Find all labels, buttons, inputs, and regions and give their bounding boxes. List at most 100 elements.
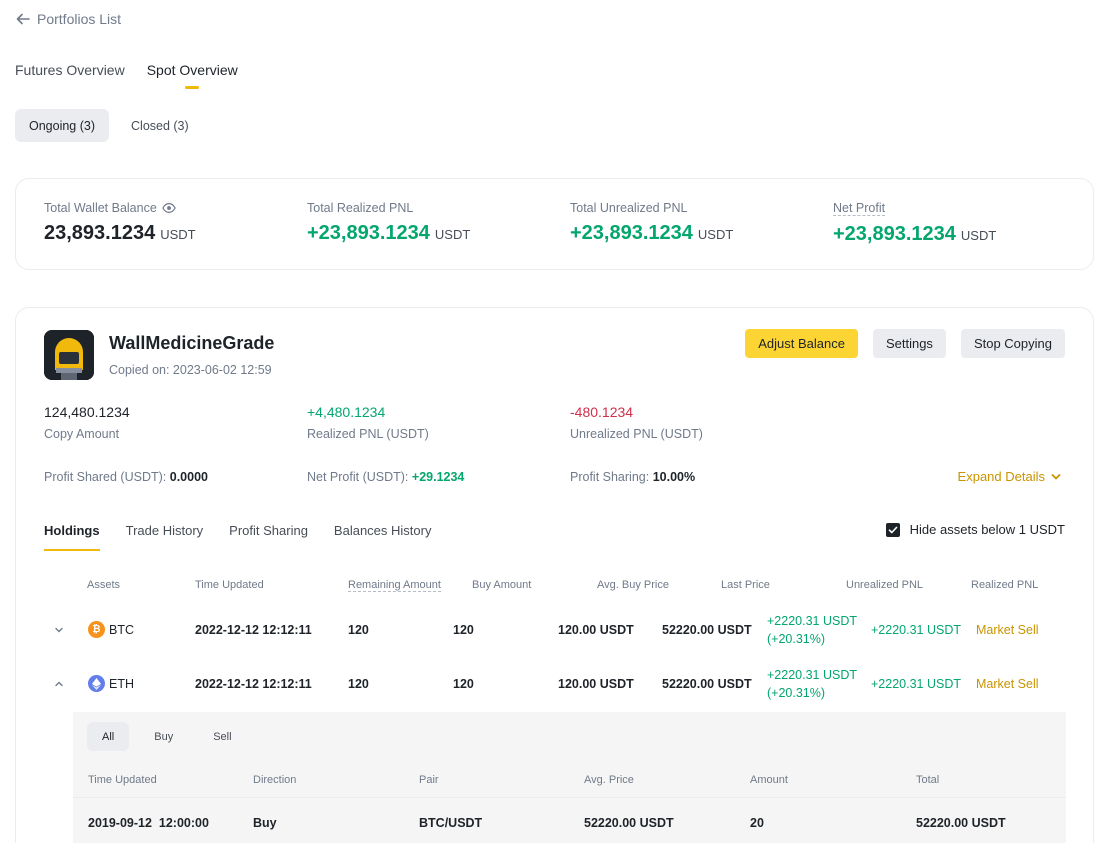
filter-buy[interactable]: Buy: [154, 730, 174, 743]
checkbox-checked[interactable]: [885, 522, 900, 537]
col-time-updated: Time Updated: [195, 579, 264, 591]
filter-sell[interactable]: Sell: [213, 730, 232, 743]
status-filter: Ongoing (3) Closed (3): [15, 109, 203, 142]
tab-spot-overview[interactable]: Spot Overview: [146, 62, 238, 78]
hide-small-assets-toggle[interactable]: Hide assets below 1 USDT: [885, 522, 1065, 537]
realized-pnl: +4,480.1234 Realized PNL (USDT): [307, 404, 429, 441]
adjust-balance-button[interactable]: Adjust Balance: [745, 329, 858, 358]
trade-amount: 20: [750, 816, 764, 830]
col-buy-amount: Buy Amount: [472, 579, 532, 591]
profit-sharing-value: 10.00%: [652, 470, 696, 484]
time-updated: 2022-12-12 12:12:11: [195, 677, 312, 691]
filter-ongoing[interactable]: Ongoing (3): [15, 109, 110, 142]
asset-name: BTC: [109, 623, 134, 637]
profit-sharing-label: Profit Sharing:: [570, 470, 650, 484]
trade-pair: BTC/USDT: [419, 816, 483, 830]
filter-closed[interactable]: Closed (3): [131, 118, 189, 133]
card-actions: Adjust Balance Settings Stop Copying: [745, 329, 1065, 358]
col-pair: Pair: [419, 774, 439, 786]
check-icon: [888, 526, 897, 533]
tab-holdings[interactable]: Holdings: [44, 523, 100, 551]
col-time-updated: Time Updated: [88, 774, 157, 786]
unrealized-pnl: +2220.31 USDT: [767, 614, 857, 628]
net-profit: Net Profit +23,893.1234 USDT: [833, 201, 996, 246]
remaining-amount: 120: [348, 677, 369, 691]
col-unrealized-pnl: Unrealized PNL: [846, 579, 924, 591]
unrealized-pnl-percent: (+20.31%): [767, 632, 826, 646]
chevron-down-icon: [1051, 473, 1061, 479]
col-remaining-amount[interactable]: Remaining Amount: [348, 579, 441, 592]
profit-shared-value: 0.0000: [169, 470, 208, 484]
divider: [73, 797, 1066, 798]
tab-profit-sharing[interactable]: Profit Sharing: [229, 523, 308, 538]
chevron-up-icon[interactable]: [54, 679, 64, 689]
back-label: Portfolios List: [37, 11, 122, 27]
net-profit-label[interactable]: Net Profit: [833, 201, 886, 216]
wallet-balance-value: 23,893.1234: [44, 222, 156, 244]
portfolio-card: WallMedicineGrade Copied on: 2023-06-02 …: [15, 307, 1094, 843]
net-profit-meta: Net Profit (USDT): +29.1234: [307, 470, 464, 484]
total-realized-unit: USDT: [434, 227, 471, 242]
net-profit-meta-value: +29.1234: [411, 470, 465, 484]
total-realized-value: +23,893.1234: [307, 222, 430, 244]
net-profit-unit: USDT: [960, 228, 997, 243]
col-avg-buy-price: Avg. Buy Price: [597, 579, 669, 591]
expand-details-label: Expand Details: [957, 469, 1045, 484]
col-total: Total: [916, 774, 940, 786]
net-profit-meta-label: Net Profit (USDT):: [307, 470, 409, 484]
total-realized-label: Total Realized PNL: [307, 201, 414, 215]
bitcoin-icon: ₿: [88, 621, 105, 638]
trade-avg-price: 52220.00 USDT: [584, 816, 674, 830]
filter-all[interactable]: All: [87, 722, 130, 751]
settings-button[interactable]: Settings: [872, 329, 946, 358]
copy-amount-label: Copy Amount: [44, 427, 120, 441]
wallet-balance-unit: USDT: [160, 227, 196, 242]
buy-amount: 120: [453, 677, 474, 691]
col-avg-price: Avg. Price: [584, 774, 634, 786]
last-price: 52220.00 USDT: [662, 623, 752, 637]
last-price: 52220.00 USDT: [662, 677, 752, 691]
trade-total: 52220.00 USDT: [916, 816, 1006, 830]
main-tabs: Futures Overview Spot Overview: [15, 62, 238, 78]
realized-pnl: +2220.31 USDT: [871, 677, 961, 691]
buy-amount: 120: [453, 623, 474, 637]
unrealized-pnl-label: Unrealized PNL (USDT): [570, 427, 703, 441]
unrealized-pnl: -480.1234 Unrealized PNL (USDT): [570, 404, 703, 441]
profit-sharing: Profit Sharing: 10.00%: [570, 470, 695, 484]
wallet-balance: Total Wallet Balance 23,893.1234 USDT: [44, 201, 196, 245]
wallet-balance-label: Total Wallet Balance: [44, 201, 157, 215]
tab-futures-overview[interactable]: Futures Overview: [15, 62, 125, 78]
remaining-amount: 120: [348, 623, 369, 637]
stop-copying-button[interactable]: Stop Copying: [960, 329, 1065, 358]
holdings-tabs: Holdings Trade History Profit Sharing Ba…: [44, 523, 432, 551]
total-realized-pnl: Total Realized PNL +23,893.1234 USDT: [307, 201, 470, 245]
market-sell-button[interactable]: Market Sell: [976, 677, 1039, 691]
expand-details-button[interactable]: Expand Details: [958, 469, 1061, 484]
unrealized-pnl: +2220.31 USDT: [767, 668, 857, 682]
hide-assets-label: Hide assets below 1 USDT: [909, 522, 1065, 537]
arrow-left-icon: [16, 13, 30, 25]
trader-name[interactable]: WallMedicineGrade: [109, 333, 275, 353]
tab-trade-history[interactable]: Trade History: [125, 523, 204, 538]
realized-pnl: +2220.31 USDT: [871, 623, 961, 637]
copy-amount-value: 124,480.1234: [44, 404, 130, 420]
total-unrealized-pnl: Total Unrealized PNL +23,893.1234 USDT: [570, 201, 733, 245]
copy-amount: 124,480.1234 Copy Amount: [44, 404, 130, 441]
asset-name: ETH: [109, 677, 134, 691]
net-profit-value: +23,893.1234: [833, 223, 956, 245]
direction-filter: All Buy Sell: [87, 722, 247, 751]
unrealized-pnl-percent: (+20.31%): [767, 686, 826, 700]
realized-pnl-label: Realized PNL (USDT): [307, 427, 429, 441]
tab-balances-history[interactable]: Balances History: [333, 523, 432, 538]
col-realized-pnl: Realized PNL: [971, 579, 1039, 591]
back-link[interactable]: Portfolios List: [15, 11, 121, 27]
holding-row-btc: ₿ BTC 2022-12-12 12:12:11 120 120 120.00…: [16, 603, 1093, 657]
col-direction: Direction: [253, 774, 297, 786]
total-unrealized-unit: USDT: [697, 227, 734, 242]
trade-time: 2019-09-12 12:00:00: [88, 816, 209, 830]
avatar: [44, 330, 94, 380]
chevron-down-icon[interactable]: [54, 625, 64, 635]
eye-icon[interactable]: [161, 201, 176, 215]
total-unrealized-label: Total Unrealized PNL: [570, 201, 688, 215]
market-sell-button[interactable]: Market Sell: [976, 623, 1039, 637]
